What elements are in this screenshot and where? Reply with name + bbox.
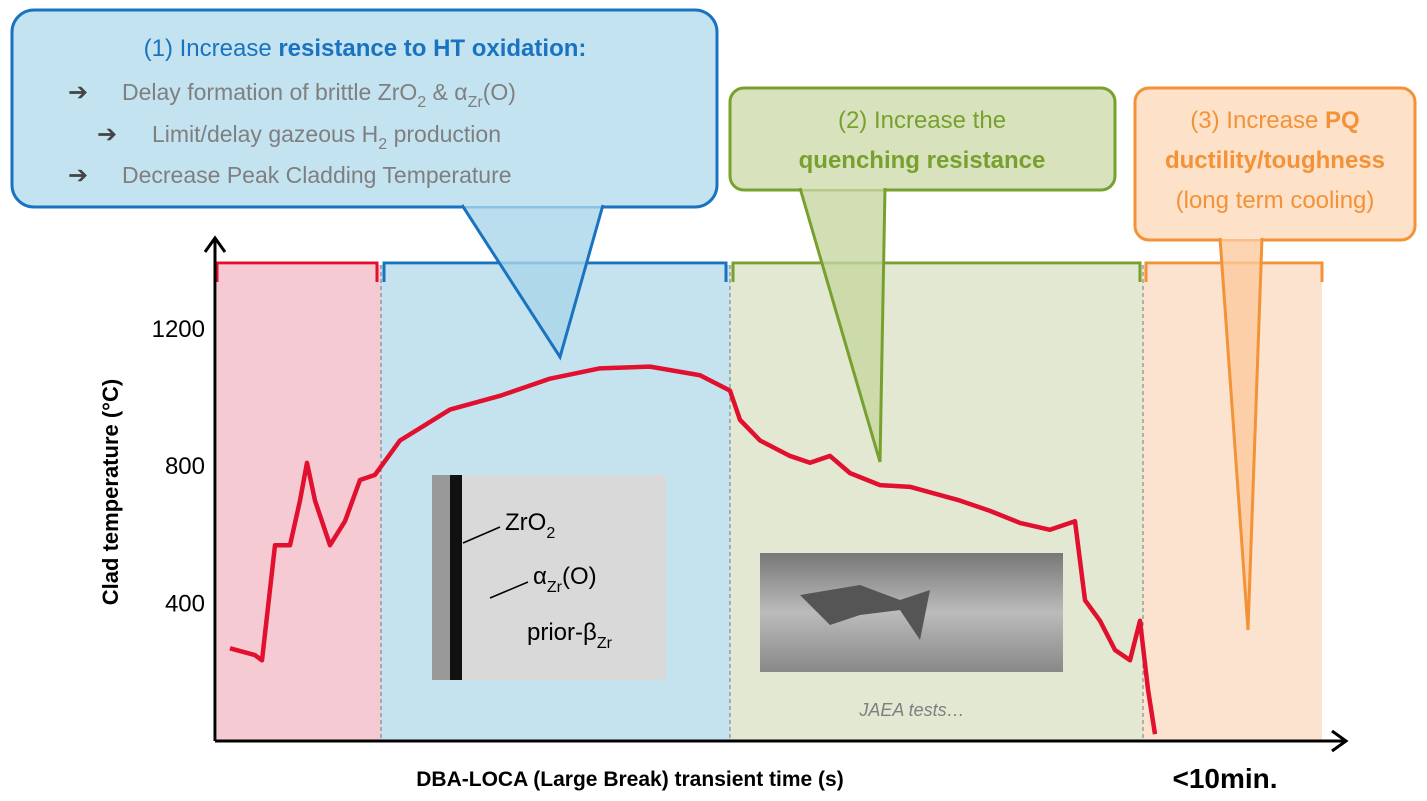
bullet: ➔	[97, 121, 117, 148]
text: production	[387, 121, 501, 147]
photo-caption: JAEA tests…	[858, 700, 964, 720]
callout-text: (2) Increase the	[838, 107, 1006, 134]
bullet: ➔	[68, 79, 88, 106]
label: α	[533, 563, 547, 590]
text: Delay formation of brittle ZrO	[122, 79, 417, 105]
text: Limit/delay gazeous H	[152, 121, 378, 147]
y-tick-label: 800	[165, 453, 205, 480]
text: (3) Increase	[1190, 107, 1325, 134]
text: resistance to HT oxidation:	[278, 35, 586, 62]
subscript: Zr	[597, 635, 613, 652]
y-tick-label: 1200	[152, 316, 205, 343]
micrograph	[432, 475, 666, 680]
callout-item: Decrease Peak Cladding Temperature	[122, 162, 512, 188]
page: ZrO2 αZr(O) prior-βZr JAEA tests… Clad t…	[0, 0, 1427, 801]
figure: ZrO2 αZr(O) prior-βZr JAEA tests… Clad t…	[0, 0, 1427, 801]
label: prior-β	[527, 619, 597, 646]
text: PQ	[1325, 107, 1360, 134]
subscript: 2	[378, 136, 387, 153]
y-axis-label: Clad temperature (°C)	[98, 379, 123, 605]
subscript: Zr	[547, 579, 563, 596]
label: (O)	[562, 563, 597, 590]
subscript: Zr	[468, 94, 484, 111]
label: ZrO	[505, 509, 546, 536]
y-tick-label: 400	[165, 591, 205, 618]
text: & α	[426, 79, 467, 105]
callout-title: (1) Increase resistance to HT oxidation:	[144, 35, 587, 62]
callout-text: quenching resistance	[799, 147, 1046, 174]
callout-text: ductility/toughness	[1165, 147, 1385, 174]
callout	[730, 88, 1115, 190]
callout-text: (3) Increase PQ	[1190, 107, 1359, 134]
text: (O)	[483, 79, 516, 105]
x-axis-label: DBA-LOCA (Large Break) transient time (s…	[416, 768, 843, 791]
micrograph-layer	[450, 475, 462, 680]
subscript: 2	[546, 525, 555, 542]
callout-joint	[802, 178, 883, 189]
x-note: <10min.	[1172, 763, 1277, 794]
subscript: 2	[417, 94, 426, 111]
callout-joint	[1222, 228, 1260, 239]
callout-joint	[464, 194, 601, 206]
bullet: ➔	[68, 162, 88, 189]
text: (1) Increase	[144, 35, 279, 62]
micrograph-layer	[432, 475, 450, 680]
callout-text: (long term cooling)	[1176, 187, 1375, 214]
